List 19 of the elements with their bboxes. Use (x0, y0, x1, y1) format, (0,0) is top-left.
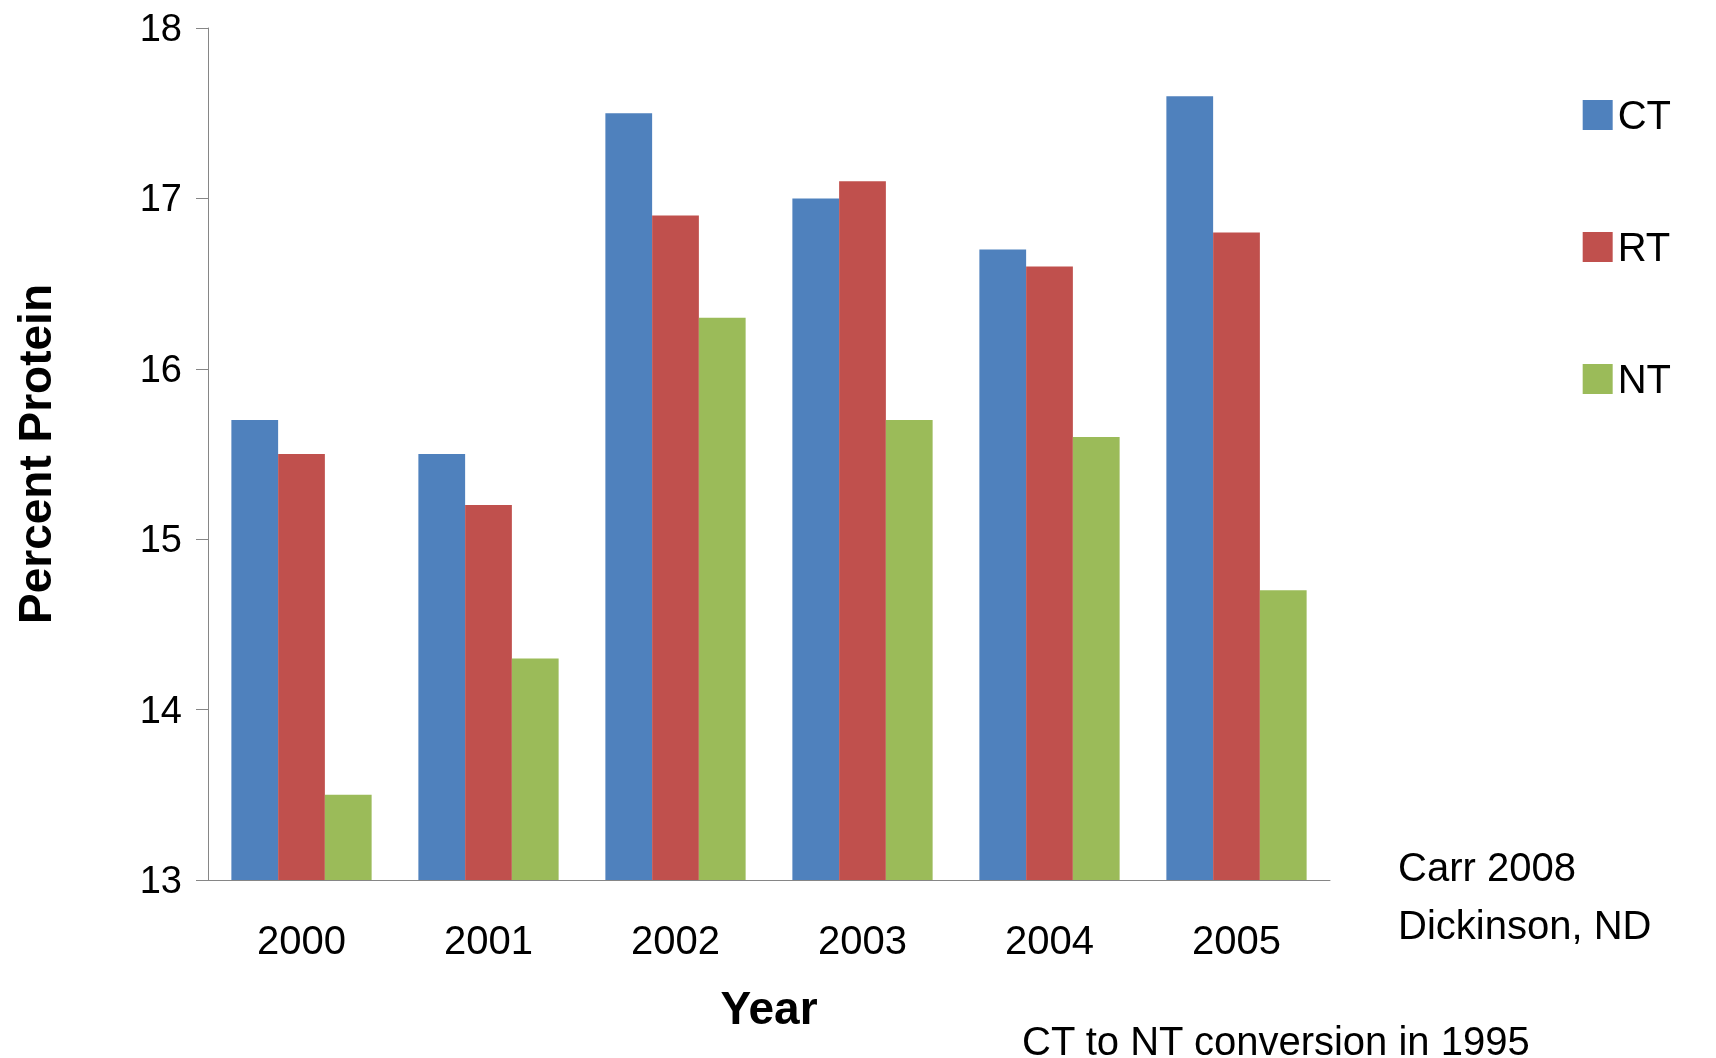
y-axis-title: Percent Protein (9, 284, 61, 624)
legend-label: CT (1617, 93, 1672, 137)
legend-label: NT (1617, 357, 1672, 401)
y-tick-label: 16 (139, 347, 182, 390)
text: CT to NT conversion in 1995 (1022, 1019, 1530, 1058)
text: Carr 2008 Dickinson, ND (1398, 845, 1652, 947)
x-tick-label: 2003 (818, 918, 907, 962)
x-tick-label: 2002 (631, 918, 720, 962)
y-tick-label: 15 (139, 518, 182, 561)
y-tick-label: 18 (139, 7, 182, 49)
x-tick-label: 2004 (1005, 918, 1094, 962)
x-tick-label: 2005 (1192, 918, 1281, 962)
y-tick-label: 17 (139, 177, 182, 220)
x-tick-label: 2000 (257, 918, 346, 962)
y-tick-label: 14 (139, 688, 182, 731)
legend-label: RT (1617, 225, 1671, 269)
x-axis-title: Year (720, 982, 818, 1034)
y-tick-label: 13 (139, 859, 182, 901)
x-tick-label: 2001 (444, 918, 533, 962)
